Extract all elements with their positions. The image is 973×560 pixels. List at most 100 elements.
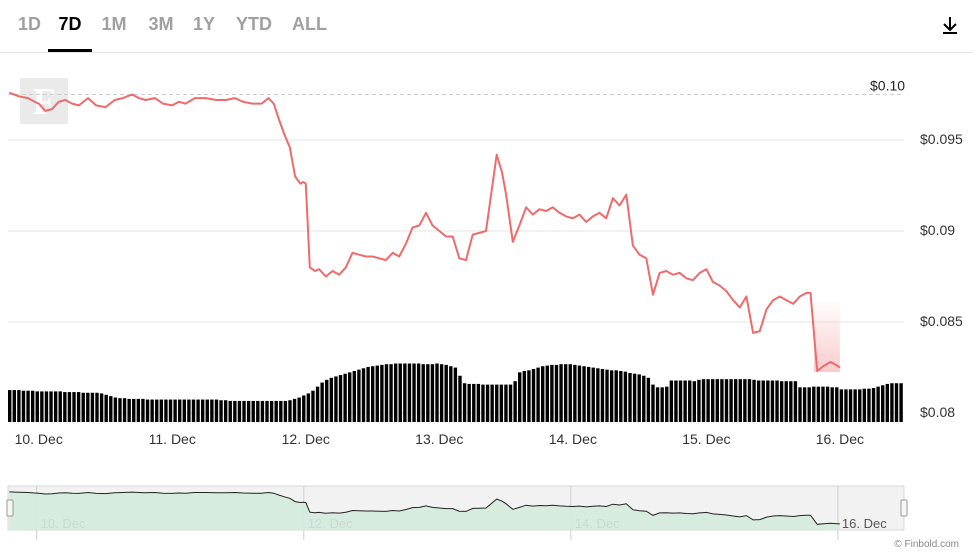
volume-bar [807,387,811,422]
volume-bar [256,400,260,422]
volume-bar [113,397,118,422]
volume-bar [476,383,481,422]
volume-bar [582,366,586,422]
volume-bar [191,399,196,422]
volume-bar [545,365,549,422]
volume-bar [876,386,880,422]
volume-bar [375,365,379,422]
volume-bar [26,390,30,422]
volume-bar [343,373,347,422]
volume-bar [858,389,862,422]
volume-bar [862,388,867,422]
volume-bar [637,374,641,422]
volume-bar [697,379,701,422]
volume-bar [894,383,899,422]
volume-bar [724,379,729,422]
volume-bar [573,364,577,422]
volume-bar [228,400,232,422]
volume-bar [867,388,871,422]
volume-bar [67,392,72,422]
tab-1y[interactable]: 1Y [193,14,216,34]
volume-bar [214,399,219,422]
tab-all[interactable]: ALL [292,14,327,34]
tab-1m[interactable]: 1M [101,14,127,34]
volume-bar [628,373,632,422]
volume-bar [458,375,462,422]
volume-bar [513,381,517,422]
volume-bar [848,389,853,422]
volume-bar [812,386,816,422]
volume-bar [890,383,894,422]
volume-bar [830,387,834,422]
volume-bar [8,390,12,422]
volume-bar [674,380,678,422]
volume-bar [40,391,44,422]
volume-bar [720,379,724,422]
volume-bar [715,379,719,422]
volume-bar [297,397,301,422]
volume-bar [816,386,821,422]
x-tick-label: 12. Dec [282,431,330,447]
volume-bar [288,400,292,422]
volume-bar [274,400,278,422]
y-tick-label: $0.08 [920,404,955,420]
volume-bar [136,398,141,422]
x-tick-label: 11. Dec [149,431,196,447]
navigator-handle [900,499,908,517]
volume-bar [660,387,664,422]
download-icon[interactable] [939,14,961,36]
volume-bar [881,385,885,422]
volume-bar [531,368,536,422]
volume-bar [518,372,522,422]
volume-bar [187,399,191,422]
volume-bar [348,372,352,422]
volume-bar [642,375,646,422]
volume-bar [182,399,186,422]
volume-bar [439,364,444,422]
volume-bar [747,379,752,422]
y-tick-label: $0.09 [920,222,955,238]
volume-bar [775,380,779,422]
volume-bar [743,379,747,422]
volume-bar [338,375,343,422]
tab-ytd[interactable]: YTD [236,14,272,34]
volume-bar [178,399,182,422]
volume-bar [462,383,467,422]
volume-bar [761,380,765,422]
volume-bar [159,399,164,422]
tab-1d[interactable]: 1D [18,14,42,34]
tab-3m[interactable]: 3M [148,14,174,34]
volume-bar [472,383,476,422]
navigator-handle [6,499,14,517]
volume-bar [821,386,825,422]
volume-bar [311,390,315,422]
volume-bar [623,371,628,422]
volume-bar [522,371,527,422]
volume-bar [72,392,76,422]
volume-bar [756,380,761,422]
volume-bar [104,394,108,422]
volume-bar [885,383,890,422]
volume-bar [711,379,715,422]
volume-bar [504,384,508,422]
volume-bar [421,364,425,422]
volume-bar [430,364,435,422]
x-tick-label: 15. Dec [682,431,730,447]
volume-bar [380,364,384,422]
volume-bar [86,392,90,422]
volume-bar [150,399,154,422]
svg-text:F: F [32,81,55,123]
tab-7d[interactable]: 7D [48,14,92,52]
volume-bar [49,391,53,422]
volume-bar [210,399,214,422]
volume-bar [99,393,104,422]
volume-bar [825,386,830,422]
volume-bar [398,363,402,422]
volume-bar [21,390,26,422]
x-tick-label: 14. Dec [549,431,597,447]
volume-bar [798,387,802,422]
download-arrow-icon [943,17,957,34]
volume-bar [352,371,357,422]
volume-bar [453,367,458,422]
volume-bar [95,392,99,422]
